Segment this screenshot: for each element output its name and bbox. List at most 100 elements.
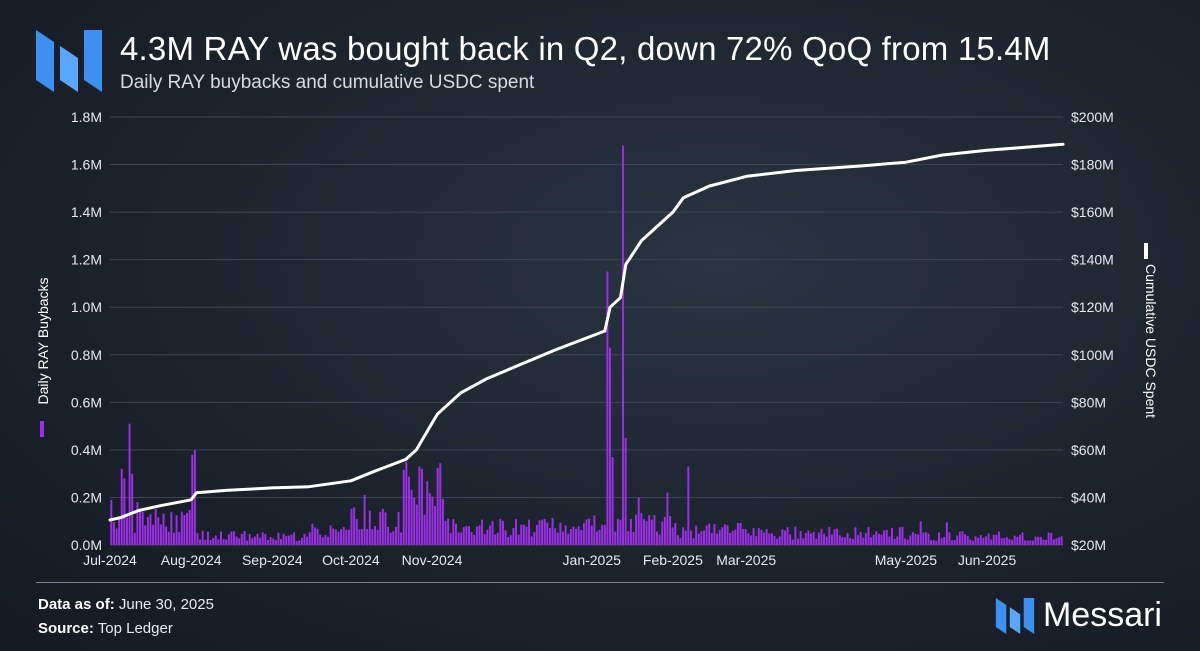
bar xyxy=(376,529,379,545)
bar xyxy=(219,531,222,545)
bar xyxy=(139,508,142,545)
bar xyxy=(749,535,752,545)
bar xyxy=(603,524,606,545)
bar xyxy=(747,533,750,545)
bar xyxy=(1018,534,1021,545)
messari-logo-icon xyxy=(36,30,102,92)
bar xyxy=(454,523,457,545)
bar xyxy=(1042,539,1045,545)
bar xyxy=(324,535,327,545)
bar xyxy=(272,538,275,545)
chart-title: 4.3M RAY was bought back in Q2, down 72%… xyxy=(120,30,1051,67)
bar xyxy=(870,537,873,545)
bar xyxy=(217,539,220,545)
bar xyxy=(731,530,734,545)
x-tick-label: Oct-2024 xyxy=(322,552,380,568)
bar xyxy=(462,527,465,545)
bar xyxy=(159,524,162,545)
bar xyxy=(854,527,857,545)
bar xyxy=(1026,540,1029,545)
bar xyxy=(663,516,666,545)
bar xyxy=(739,523,742,545)
bar xyxy=(172,532,175,545)
y-left-axis-title: Daily RAY Buybacks xyxy=(35,277,51,404)
bar xyxy=(593,515,596,545)
bar xyxy=(199,539,202,545)
bar xyxy=(744,529,747,545)
bar xyxy=(883,530,886,545)
bar xyxy=(379,511,382,545)
bar xyxy=(645,521,648,545)
bar xyxy=(507,536,510,545)
bar xyxy=(890,527,893,545)
x-tick-label: Mar-2025 xyxy=(716,552,776,568)
bar xyxy=(877,533,880,545)
bar xyxy=(274,540,277,545)
y-left-tick-label: 0.0M xyxy=(71,537,102,553)
bar xyxy=(123,478,126,545)
x-tick-label: Jun-2025 xyxy=(958,552,1017,568)
bar xyxy=(648,515,651,545)
bar xyxy=(595,531,598,545)
bar xyxy=(512,528,515,545)
bar xyxy=(909,535,912,545)
bar xyxy=(1034,536,1037,545)
bar xyxy=(522,524,525,545)
bar xyxy=(499,519,502,545)
bar xyxy=(439,463,442,545)
bar xyxy=(723,524,726,545)
bar xyxy=(642,519,645,545)
bar xyxy=(984,536,987,545)
bar xyxy=(441,499,444,545)
bar xyxy=(128,423,131,545)
bar xyxy=(340,529,343,545)
bar xyxy=(392,531,395,545)
bar xyxy=(742,529,745,545)
bar xyxy=(590,525,593,545)
bar xyxy=(786,527,789,545)
bar xyxy=(478,525,481,545)
bar xyxy=(256,533,259,545)
bar xyxy=(280,539,283,545)
bar xyxy=(421,468,424,545)
y-right-tick-label: $20M xyxy=(1071,537,1106,553)
y-left-tick-label: 1.0M xyxy=(71,299,102,315)
bar xyxy=(133,532,136,545)
bar xyxy=(974,536,977,545)
bar xyxy=(964,534,967,545)
bar xyxy=(708,523,711,545)
bar xyxy=(285,535,288,545)
bar xyxy=(201,530,204,545)
bar xyxy=(669,516,672,545)
bar xyxy=(402,469,405,545)
bar xyxy=(470,532,473,545)
bar xyxy=(736,522,739,545)
y-right-tick-label: $100M xyxy=(1071,347,1114,363)
bar xyxy=(1045,539,1048,545)
bar xyxy=(580,530,583,545)
y-left-tick-label: 0.8M xyxy=(71,347,102,363)
bar xyxy=(1000,538,1003,545)
bar xyxy=(917,534,920,545)
bar xyxy=(520,524,523,545)
bar xyxy=(238,538,241,545)
x-tick-label: Sep-2024 xyxy=(242,552,303,568)
bar xyxy=(971,540,974,545)
bar xyxy=(311,523,314,545)
bar xyxy=(483,534,486,545)
y-right-tick-label: $120M xyxy=(1071,299,1114,315)
bar xyxy=(572,526,575,545)
bar xyxy=(799,530,802,545)
bar xyxy=(575,528,578,545)
bar xyxy=(180,511,183,545)
bar xyxy=(347,529,350,545)
bar xyxy=(927,533,930,545)
bar xyxy=(551,518,554,545)
bar xyxy=(405,461,408,545)
bar xyxy=(1008,539,1011,545)
bar xyxy=(828,527,831,545)
bar xyxy=(627,531,630,545)
bar-series xyxy=(110,145,1063,546)
bar xyxy=(355,519,358,545)
bar xyxy=(488,525,491,545)
